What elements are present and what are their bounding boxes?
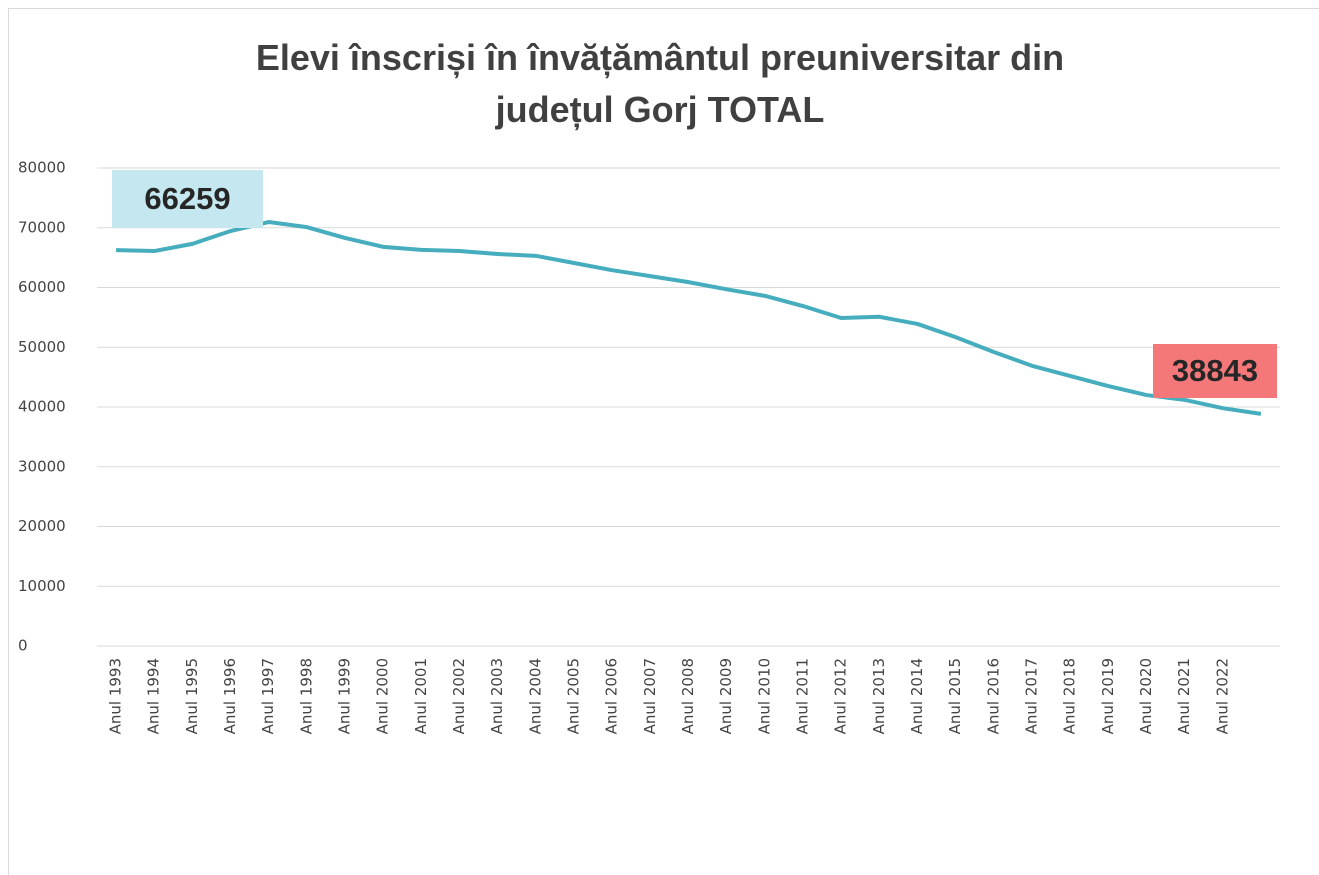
data-label: 38843 [1172,353,1258,388]
y-tick-label: 20000 [18,517,66,535]
x-tick-label: Anul 2021 [1175,658,1193,734]
y-tick-label: 0 [18,637,28,655]
x-tick-label: Anul 2018 [1061,658,1079,734]
x-tick-label: Anul 2012 [832,658,850,734]
x-tick-label: Anul 2006 [603,658,621,734]
x-tick-label: Anul 1996 [221,658,239,734]
data-line [116,220,1262,416]
chart-frame [8,8,1319,875]
x-tick-label: Anul 2004 [526,658,544,734]
x-tick-label: Anul 2010 [755,658,773,734]
x-tick-label: Anul 2016 [984,658,1002,734]
x-tick-label: Anul 2003 [488,658,506,734]
x-tick-label: Anul 1993 [107,658,125,734]
x-tick-label: Anul 2015 [946,658,964,734]
y-tick-label: 80000 [18,159,66,177]
x-tick-label: Anul 2001 [412,658,430,734]
x-tick-label: Anul 2019 [1099,658,1117,734]
x-tick-label: Anul 2000 [374,658,392,734]
y-tick-label: 10000 [18,577,66,595]
x-tick-label: Anul 2013 [870,658,888,734]
data-label-box [1153,344,1277,398]
y-tick-label: 30000 [18,457,66,475]
chart-title: Elevi înscriși în învățământul preuniver… [256,37,1064,131]
x-tick-label: Anul 2002 [450,658,468,734]
data-label: 66259 [144,181,230,216]
x-tick-label: Anul 2022 [1213,658,1231,734]
x-tick-label: Anul 2011 [793,658,811,734]
x-tick-label: Anul 1999 [336,658,354,734]
x-tick-label: Anul 2014 [908,658,926,734]
data-label-box [112,170,263,228]
y-tick-label: 70000 [18,218,66,236]
x-tick-label: Anul 2009 [717,658,735,734]
x-tick-label: Anul 1997 [259,658,277,734]
x-tick-label: Anul 1994 [145,658,163,734]
x-tick-label: Anul 2008 [679,658,697,734]
x-tick-label: Anul 2007 [641,658,659,734]
x-tick-label: Anul 1998 [297,658,315,734]
x-tick-label: Anul 2017 [1022,658,1040,734]
x-tick-label: Anul 2020 [1137,658,1155,734]
x-tick-label: Anul 2005 [565,658,583,734]
y-tick-label: 50000 [18,338,66,356]
y-tick-label: 40000 [18,398,66,416]
x-tick-label: Anul 1995 [183,658,201,734]
y-tick-label: 60000 [18,278,66,296]
